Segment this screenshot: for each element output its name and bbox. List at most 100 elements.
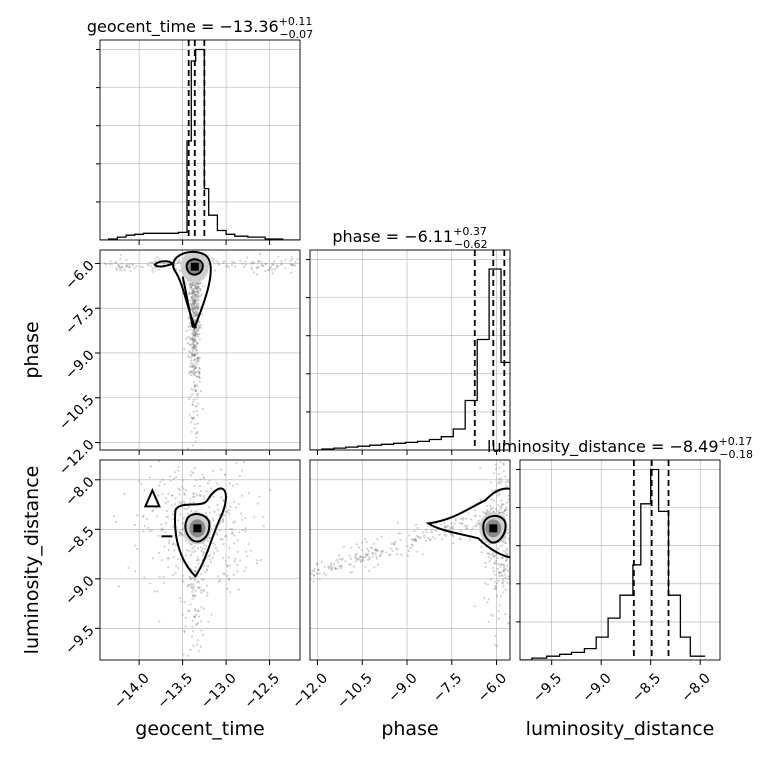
scatter-point: [434, 537, 437, 540]
scatter-point: [435, 522, 438, 525]
scatter-point: [181, 613, 184, 616]
scatter-point: [501, 582, 504, 585]
scatter-point: [191, 547, 194, 550]
scatter-point: [194, 285, 197, 288]
scatter-point: [143, 576, 146, 579]
scatter-point: [497, 473, 500, 476]
scatter-point: [186, 447, 189, 450]
scatter-point: [191, 354, 194, 357]
scatter-point: [197, 285, 200, 289]
scatter-point: [199, 326, 202, 329]
scatter-point: [511, 549, 513, 551]
scatter-point: [161, 559, 164, 562]
scatter-point: [194, 405, 197, 408]
scatter-point: [496, 482, 500, 485]
scatter-point: [198, 356, 202, 359]
scatter-point: [162, 575, 165, 579]
scatter-point: [190, 553, 193, 557]
scatter-point: [443, 533, 446, 536]
scatter-point: [227, 509, 230, 512]
contour-geocent_time_vs_phase-0: [172, 250, 212, 330]
scatter-point: [237, 588, 240, 591]
scatter-point: [200, 629, 203, 632]
scatter-point: [191, 583, 195, 586]
scatter-point: [229, 505, 232, 508]
scatter-point: [182, 580, 185, 583]
scatter-point: [189, 543, 192, 546]
scatter-point: [195, 287, 198, 291]
scatter-point: [475, 523, 478, 526]
scatter-point: [429, 538, 432, 542]
scatter-point: [331, 566, 334, 569]
scatter-point: [196, 306, 200, 310]
scatter-point: [226, 264, 229, 267]
scatter-point: [192, 298, 195, 301]
scatter-point: [493, 587, 496, 590]
scatter-point: [192, 298, 195, 301]
scatter-point: [200, 591, 203, 594]
scatter-point: [194, 609, 197, 612]
scatter-point: [218, 263, 221, 266]
scatter-point: [249, 549, 253, 552]
scatter-point: [193, 453, 195, 455]
scatter-point: [190, 470, 193, 473]
scatter-point: [192, 362, 195, 365]
scatter-point: [196, 293, 199, 297]
scatter-point: [492, 554, 495, 557]
scatter-point: [191, 307, 194, 310]
scatter-point: [167, 492, 170, 495]
scatter-point: [199, 294, 202, 297]
scatter-point: [197, 335, 200, 338]
scatter-point: [205, 584, 209, 587]
scatter-point: [193, 374, 196, 377]
scatter-point: [406, 545, 409, 548]
scatter-point: [507, 575, 510, 578]
scatter-point: [142, 515, 145, 518]
scatter-point: [362, 559, 365, 562]
scatter-point: [204, 570, 207, 574]
scatter-point: [362, 556, 365, 560]
scatter-point: [198, 326, 201, 329]
scatter-point: [256, 267, 259, 270]
scatter-point: [192, 289, 195, 292]
scatter-point: [202, 578, 205, 581]
scatter-point: [192, 501, 195, 504]
scatter-point: [149, 582, 152, 585]
scatter-point: [393, 542, 396, 546]
scatter-point: [192, 346, 195, 349]
scatter-point: [195, 393, 198, 396]
scatter-point: [189, 287, 192, 290]
scatter-point: [202, 285, 205, 288]
scatter-point: [290, 256, 293, 259]
scatter-point: [232, 521, 235, 524]
scatter-point: [177, 261, 180, 264]
scatter-point: [189, 283, 192, 286]
scatter-point: [192, 332, 195, 335]
scatter-point: [195, 623, 198, 626]
scatter-point: [231, 484, 234, 487]
scatter-point: [150, 265, 153, 268]
scatter-point: [478, 514, 482, 518]
scatter-point: [197, 360, 200, 363]
scatter-point: [506, 501, 509, 504]
scatter-point: [167, 515, 170, 518]
scatter-point: [225, 265, 228, 268]
scatter-point: [339, 565, 342, 568]
scatter-point: [182, 488, 185, 491]
scatter-point: [294, 260, 297, 264]
scatter-point: [198, 320, 201, 323]
scatter-point: [196, 547, 200, 550]
scatter-point: [515, 557, 517, 559]
scatter-point: [189, 395, 192, 398]
scatter-point: [212, 519, 215, 522]
scatter-point: [496, 494, 499, 497]
scatter-point: [187, 654, 190, 658]
scatter-point: [225, 535, 228, 538]
scatter-point: [194, 384, 197, 387]
scatter-point: [341, 557, 344, 560]
scatter-point: [490, 489, 493, 492]
scatter-point: [461, 522, 464, 525]
scatter-point: [129, 270, 132, 273]
scatter-point: [241, 494, 244, 497]
scatter-point: [459, 517, 463, 521]
